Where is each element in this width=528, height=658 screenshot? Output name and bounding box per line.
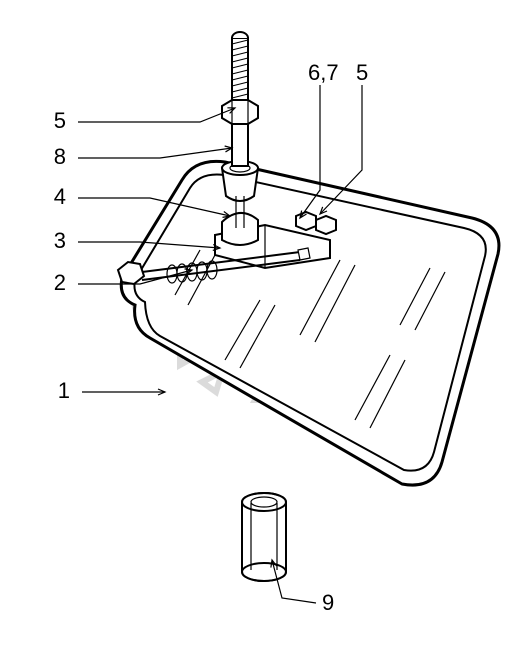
callout-label-9: 9 [322, 590, 334, 615]
callout-leader-5a [78, 108, 235, 122]
callout-label-67: 6,7 [308, 60, 339, 85]
callout-label-4: 4 [54, 184, 66, 209]
callout-leader-8 [78, 148, 232, 158]
callout-label-5b: 5 [356, 60, 368, 85]
callout-label-3: 3 [54, 228, 66, 253]
callout-label-8: 8 [54, 144, 66, 169]
callout-label-1: 1 [58, 378, 70, 403]
callout-label-5a: 5 [54, 108, 66, 133]
mirror-body [121, 161, 499, 485]
callout-label-2: 2 [54, 270, 66, 295]
bushing-sleeve [242, 493, 286, 581]
assembly-diagram: OPEX [0, 0, 528, 658]
